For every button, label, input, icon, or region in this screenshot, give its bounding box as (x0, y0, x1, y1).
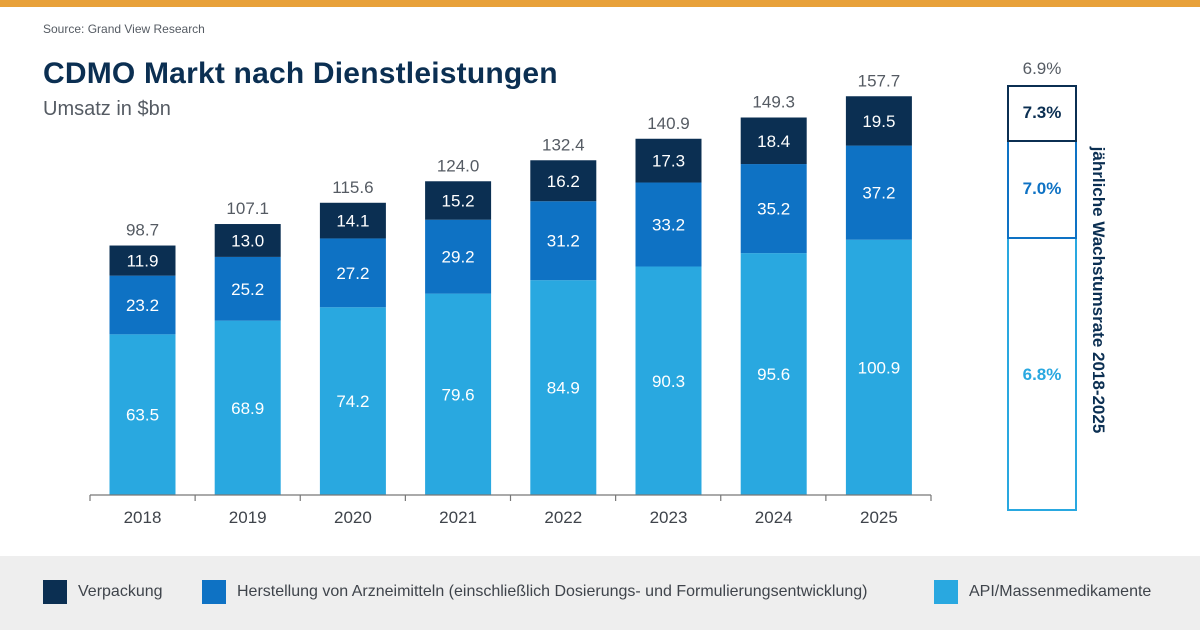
bar-segment (635, 266, 702, 495)
bar-value-label: 27.2 (336, 264, 369, 283)
bar-segment (845, 96, 912, 146)
bar-value-label: 14.1 (336, 212, 369, 231)
chart-subtitle: Umsatz in $bn (43, 98, 171, 120)
cagr-box-api (1007, 85, 1077, 511)
bar-value-label: 68.9 (231, 399, 264, 418)
bar-value-label: 100.9 (858, 358, 901, 377)
x-tick-label: 2023 (650, 508, 688, 527)
bar-segment (425, 293, 492, 495)
bar-segment (635, 138, 702, 183)
bar-segment (109, 334, 176, 495)
bar-value-label: 84.9 (547, 379, 580, 398)
bar-segment (845, 145, 912, 240)
bar-segment (109, 245, 176, 276)
x-tick-label: 2022 (544, 508, 582, 527)
bar-value-label: 90.3 (652, 372, 685, 391)
bar-segment (740, 253, 807, 495)
bar-total-label: 107.1 (226, 199, 269, 218)
bar-value-label: 33.2 (652, 216, 685, 235)
legend-swatch-manufacturing (202, 580, 226, 604)
chart-title: CDMO Markt nach Dienstleistungen (43, 57, 558, 90)
legend: Verpackung Herstellung von Arzneimitteln… (0, 556, 1200, 630)
source-note: Source: Grand View Research (43, 22, 205, 36)
cagr-title: jährliche Wachstumsrate 2018-2025 (1089, 146, 1108, 434)
bar-total-label: 157.7 (858, 71, 901, 90)
bar-segment (740, 117, 807, 165)
bar-segment (845, 239, 912, 495)
bar-segment (319, 202, 386, 239)
bar-total-label: 140.9 (647, 114, 690, 133)
bar-value-label: 16.2 (547, 172, 580, 191)
bar-segment (214, 256, 281, 321)
x-tick-label: 2020 (334, 508, 372, 527)
legend-label-packaging: Verpackung (78, 583, 163, 600)
bar-value-label: 23.2 (126, 296, 159, 315)
bar-value-label: 37.2 (862, 184, 895, 203)
x-tick-label: 2019 (229, 508, 267, 527)
legend-label-manufacturing: Herstellung von Arzneimitteln (einschlie… (237, 583, 868, 600)
bar-segment (530, 280, 597, 495)
bar-value-label: 95.6 (757, 365, 790, 384)
bar-value-label: 19.5 (862, 112, 895, 131)
bar-segment (109, 275, 176, 335)
bar-value-label: 18.4 (757, 132, 790, 151)
legend-label-api: API/Massenmedikamente (969, 583, 1152, 600)
bar-segment (635, 182, 702, 267)
bar-segment (740, 164, 807, 254)
legend-item-packaging: Verpackung (43, 580, 163, 604)
bar-segment (425, 219, 492, 294)
bar-segment (319, 238, 386, 308)
legend-swatch-packaging (43, 580, 67, 604)
cagr-box-packaging (1007, 85, 1077, 142)
bar-segment (214, 224, 281, 257)
bar-value-label: 74.2 (336, 392, 369, 411)
bar-value-label: 17.3 (652, 152, 685, 171)
cagr-packaging-label: 7.3% (1023, 103, 1062, 122)
bar-value-label: 35.2 (757, 200, 790, 219)
cagr-api-label: 6.8% (1023, 365, 1062, 384)
x-tick-label: 2024 (755, 508, 793, 527)
x-tick-label: 2021 (439, 508, 477, 527)
bar-segment (425, 181, 492, 220)
chart-area: 63.5 23.2 11.9 98.7 2018 68.9 25.2 13.0 107.1 201… (89, 59, 1108, 527)
x-tick-label: 2018 (124, 508, 162, 527)
bar-segment (319, 307, 386, 495)
bar-total-label: 115.6 (332, 178, 373, 197)
bar-value-label: 25.2 (231, 280, 264, 299)
legend-swatch-api (934, 580, 958, 604)
bar-value-label: 15.2 (442, 191, 475, 210)
bar-value-label: 11.9 (127, 252, 159, 271)
bar-value-label: 63.5 (126, 406, 159, 425)
bar-value-label: 31.2 (547, 232, 580, 251)
bar-value-label: 29.2 (442, 248, 475, 267)
bar-value-label: 79.6 (442, 385, 475, 404)
bar-segment (214, 320, 281, 495)
bar-segment (530, 201, 597, 281)
legend-item-manufacturing: Herstellung von Arzneimitteln (einschlie… (202, 580, 868, 604)
bar-total-label: 124.0 (437, 156, 480, 175)
cagr-manufacturing-label: 7.0% (1023, 179, 1062, 198)
bar-total-label: 98.7 (126, 221, 159, 240)
x-tick-label: 2025 (860, 508, 898, 527)
cagr-total-label: 6.9% (1023, 59, 1062, 78)
top-accent-bar (0, 0, 1200, 7)
bar-value-label: 13.0 (231, 231, 264, 250)
bar-total-label: 132.4 (542, 135, 585, 154)
bar-total-label: 149.3 (752, 93, 795, 112)
bar-segment (530, 160, 597, 202)
legend-item-api: API/Massenmedikamente (934, 580, 1151, 604)
